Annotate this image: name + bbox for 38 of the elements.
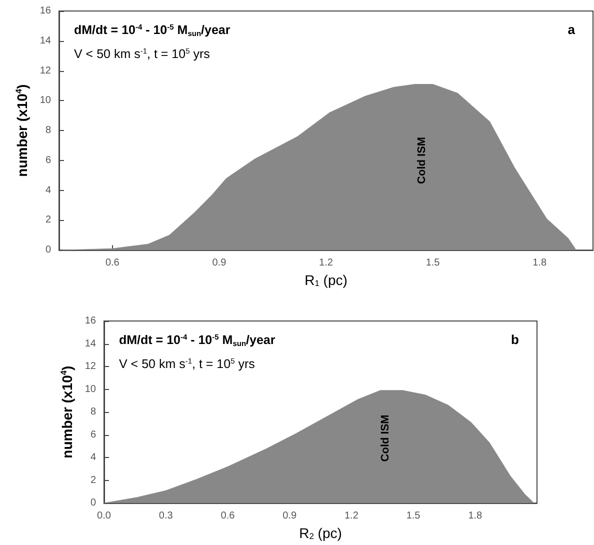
y-tick-label: 14: [84, 338, 96, 350]
y-tick-label: 8: [45, 125, 52, 136]
x-tick-label: 1.5: [426, 258, 440, 269]
x-tick-label: 0.6: [105, 258, 120, 269]
x-tick-label: 1.2: [319, 258, 334, 269]
y-tick-label: 12: [40, 65, 52, 76]
y-tick-label: 14: [40, 35, 52, 46]
x-axis-title: R2 (pc): [299, 525, 342, 541]
x-tick-label: 0.9: [212, 258, 227, 269]
y-tick-label: 0: [45, 244, 52, 256]
x-tick-label: 0.3: [158, 510, 174, 522]
y-tick-label: 16: [40, 6, 52, 16]
y-tick-label: 10: [84, 384, 96, 395]
annotation: Cold ISM: [379, 414, 392, 462]
y-tick-label: 16: [84, 316, 96, 326]
y-tick-label: 6: [45, 154, 52, 166]
y-axis-title: number (x104): [13, 84, 30, 177]
text: b: [511, 332, 520, 347]
y-tick-label: 10: [40, 95, 52, 106]
x-tick-label: 0.6: [220, 510, 236, 522]
y-axis-title: number (x104): [58, 366, 75, 458]
y-tick-label: 8: [90, 406, 96, 418]
y-tick-label: 2: [45, 214, 52, 226]
y-tick-label: 2: [90, 474, 96, 486]
x-tick-label: 1.8: [532, 258, 547, 269]
x-tick-label: 0.0: [97, 510, 112, 522]
x-tick-label: 1.5: [406, 510, 421, 522]
x-tick-label: 1.2: [344, 510, 359, 522]
y-tick-label: 12: [84, 361, 96, 372]
text: a: [568, 22, 576, 37]
y-tick-label: 0: [90, 498, 96, 509]
y-tick-label: 6: [90, 429, 96, 440]
y-tick-label: 4: [90, 452, 96, 464]
y-tick-label: 4: [45, 184, 52, 196]
x-tick-label: 1.8: [468, 510, 483, 522]
x-tick-label: 0.9: [282, 510, 297, 522]
annotation: Cold ISM: [416, 136, 428, 184]
x-axis-title: R1 (pc): [304, 272, 348, 288]
